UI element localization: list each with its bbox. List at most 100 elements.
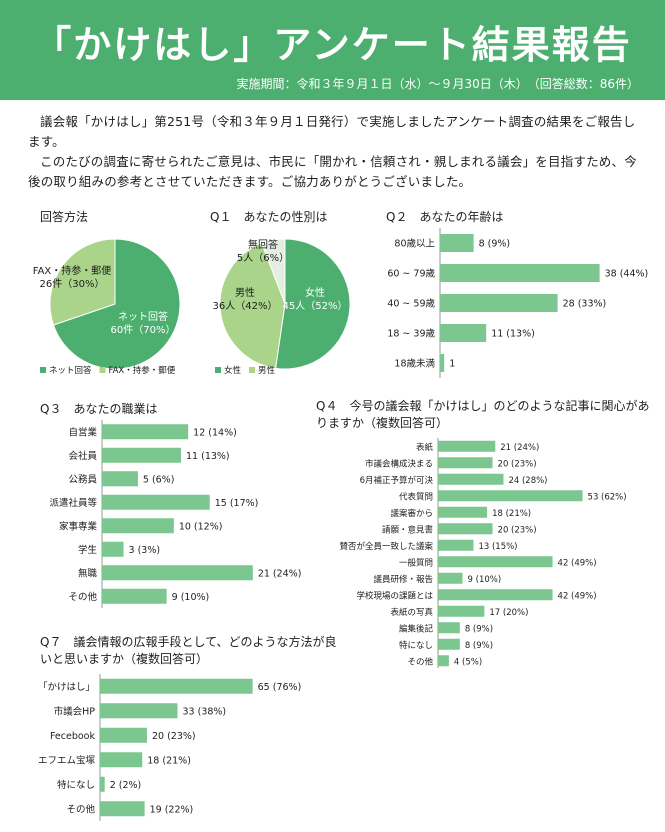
value-label-q2-3: 11 (13%) xyxy=(491,329,535,340)
bar-q7-1 xyxy=(100,703,178,719)
q3-bar-chart: 自営業 12 (14%) 会社員 11 (13%) 公務員 5 (6%) 派遣社員等 15 (… xyxy=(49,420,301,608)
q1-pie-chart: 女性 45人（52%）男性 36人（42%） 無回答 5人（6%） 女性 男性 xyxy=(213,238,351,376)
category-label-q4-5: 請願・意見書 xyxy=(382,524,434,535)
pie-slice-q1-0 xyxy=(274,238,351,370)
bar-q2-3 xyxy=(440,324,487,342)
method-pie-chart: ネット回答 60件（70%） FAX・持参・郵便 26件（30%） ネット回答 FAX・持… xyxy=(33,238,181,376)
legend-label-method-1: FAX・持参・郵便 xyxy=(109,365,176,376)
category-label-q2-1: 60 ~ 79歳 xyxy=(387,268,435,280)
value-label-q4-10: 17 (20%) xyxy=(489,608,528,618)
value-label-q7-4: 2 (2%) xyxy=(110,780,142,791)
category-label-q4-13: その他 xyxy=(407,656,433,667)
value-label-q4-4: 18 (21%) xyxy=(492,509,531,519)
bar-q4-4 xyxy=(438,506,488,518)
pie-slice-method-0 xyxy=(52,238,181,370)
value-label-q7-3: 18 (21%) xyxy=(147,755,191,766)
q7-bar-chart: 「かけはし」 65 (76%) 市議会HP 33 (38%) Fecebook 20 (2… xyxy=(38,674,302,821)
value-label-q4-0: 21 (24%) xyxy=(500,443,539,453)
bar-q4-3 xyxy=(438,490,583,502)
pie-label-method-0: ネット回答 60件（70%） xyxy=(111,310,176,336)
value-label-q4-8: 9 (10%) xyxy=(468,575,502,585)
category-label-q7-4: 特になし xyxy=(57,779,95,791)
value-label-q7-0: 65 (76%) xyxy=(258,682,302,693)
intro-paragraph-2: このたびの調査に寄せられたご意見は、市民に「開かれ・信頼され・親しまれる議会」を… xyxy=(28,154,637,189)
bar-q2-2 xyxy=(440,294,558,312)
category-label-q3-0: 自営業 xyxy=(68,426,97,438)
bar-q4-2 xyxy=(438,473,504,485)
pie-slice-q1-1 xyxy=(219,242,286,369)
category-label-q3-2: 公務員 xyxy=(68,473,97,485)
q7-chart-title: Q７ 議会情報の広報手段として、どのような方法が良いと思いますか（複数回答可） xyxy=(40,635,337,666)
survey-period-info: 実施期間：令和３年９月１日（水）～９月30日（木） （回答総数：86件） xyxy=(236,77,639,91)
category-label-q4-8: 議員研修・報告 xyxy=(373,574,433,585)
value-label-q4-7: 42 (49%) xyxy=(558,558,597,568)
legend-swatch-q1-1 xyxy=(249,367,255,373)
bar-q4-11 xyxy=(438,622,460,634)
legend-swatch-q1-0 xyxy=(215,367,221,373)
category-label-q4-1: 市議会構成決まる xyxy=(365,458,433,469)
bar-q3-5 xyxy=(102,541,124,557)
category-label-q4-12: 特になし xyxy=(399,640,433,651)
category-label-q3-7: その他 xyxy=(68,591,97,603)
value-label-q4-9: 42 (49%) xyxy=(558,591,597,601)
legend-swatch-method-0 xyxy=(40,367,46,373)
legend-label-method-0: ネット回答 xyxy=(49,365,92,376)
legend-label-q1-1: 男性 xyxy=(258,365,276,376)
pie-label-method-1: FAX・持参・郵便 26件（30%） xyxy=(33,264,112,290)
value-label-q3-5: 3 (3%) xyxy=(129,545,161,556)
bar-q7-5 xyxy=(100,801,145,817)
category-label-q7-3: エフエム宝塚 xyxy=(38,754,96,766)
intro-paragraph-1: 議会報「かけはし」第251号（令和３年９月１日発行）で実施しましたアンケート調査… xyxy=(28,114,636,149)
bar-q4-10 xyxy=(438,605,485,617)
pie-label-q1-0: 女性 45人（52%） xyxy=(283,286,348,312)
bar-q4-13 xyxy=(438,655,449,667)
category-label-q4-6: 賛否が全員一致した議案 xyxy=(339,541,433,552)
category-label-q7-0: 「かけはし」 xyxy=(38,682,95,693)
value-label-q7-5: 19 (22%) xyxy=(150,804,194,815)
value-label-q3-3: 15 (17%) xyxy=(215,498,259,509)
category-label-q4-10: 表紙の写真 xyxy=(390,607,433,618)
value-label-q3-1: 11 (13%) xyxy=(186,451,230,462)
category-label-q4-9: 学校現場の課題とは xyxy=(356,590,433,601)
bar-q4-5 xyxy=(438,523,493,535)
bar-q4-6 xyxy=(438,539,474,551)
bar-q4-1 xyxy=(438,457,493,469)
header-band xyxy=(0,0,665,100)
bar-q7-2 xyxy=(100,727,147,743)
category-label-q4-0: 表紙 xyxy=(416,442,434,453)
pie-slice-method-1 xyxy=(49,238,116,326)
legend-label-q1-0: 女性 xyxy=(224,365,242,376)
value-label-q4-12: 8 (9%) xyxy=(465,641,493,651)
page-title: 「かけはし」アンケート結果報告 xyxy=(33,23,632,67)
pie-label-q1-1: 男性 36人（42%） xyxy=(213,286,278,312)
category-label-q4-2: 6月補正予算が可決 xyxy=(360,475,434,486)
bar-q3-2 xyxy=(102,471,138,487)
category-label-q2-4: 18歳未満 xyxy=(394,358,435,370)
category-label-q7-5: その他 xyxy=(66,803,95,815)
bar-q7-4 xyxy=(100,776,105,792)
category-label-q3-3: 派遣社員等 xyxy=(49,497,97,509)
category-label-q3-5: 学生 xyxy=(78,544,98,556)
value-label-q3-7: 9 (10%) xyxy=(172,592,210,603)
value-label-q4-5: 20 (23%) xyxy=(498,525,537,535)
pie-slice-q1-2 xyxy=(261,238,286,305)
q2-bar-chart: 80歳以上 8 (9%) 60 ~ 79歳 38 (44%) 40 ~ 59歳 28 (3… xyxy=(387,228,648,378)
q1-chart-title: Q１ あなたの性別は xyxy=(210,210,328,224)
value-label-q4-1: 20 (23%) xyxy=(498,459,537,469)
category-label-q4-4: 議案審から xyxy=(390,508,433,519)
value-label-q3-0: 12 (14%) xyxy=(193,427,237,438)
bar-q7-0 xyxy=(100,678,253,694)
q3-chart-title: Q３ あなたの職業は xyxy=(40,402,158,416)
bar-q3-7 xyxy=(102,588,167,604)
value-label-q7-1: 33 (38%) xyxy=(183,706,227,717)
pie-label-q1-2: 無回答 5人（6%） xyxy=(237,238,289,264)
bar-q7-3 xyxy=(100,752,143,768)
category-label-q4-3: 代表質問 xyxy=(399,491,433,502)
category-label-q3-4: 家事専業 xyxy=(59,520,98,532)
category-label-q7-2: Fecebook xyxy=(50,731,96,742)
legend-swatch-method-1 xyxy=(99,367,106,373)
category-label-q7-1: 市議会HP xyxy=(54,705,96,717)
value-label-q7-2: 20 (23%) xyxy=(152,731,196,742)
bar-q3-0 xyxy=(102,424,189,440)
category-label-q4-11: 編集後記 xyxy=(399,623,434,634)
